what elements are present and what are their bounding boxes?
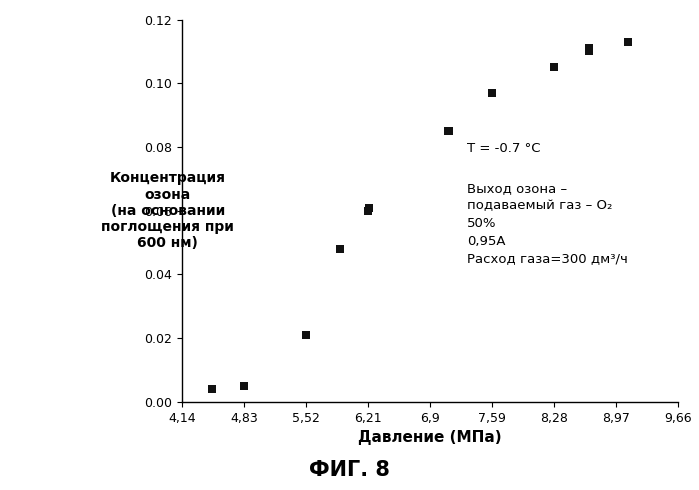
Point — [207, 385, 218, 393]
X-axis label: Давление (МПа): Давление (МПа) — [358, 430, 502, 445]
Point — [334, 245, 345, 253]
Point — [442, 127, 454, 135]
Text: T = -0.7 °C: T = -0.7 °C — [467, 142, 540, 155]
Point — [622, 38, 633, 46]
Text: ФИГ. 8: ФИГ. 8 — [309, 460, 390, 480]
Point — [548, 64, 559, 72]
Point — [583, 48, 594, 55]
Point — [363, 204, 375, 212]
Point — [487, 89, 498, 97]
Point — [584, 44, 595, 52]
Text: Выход озона –
подаваемый газ – О₂
50%
0,95А
Расход газа=300 дм³/ч: Выход озона – подаваемый газ – О₂ 50% 0,… — [467, 182, 628, 265]
Point — [444, 127, 455, 135]
Point — [238, 382, 250, 390]
Point — [301, 331, 312, 339]
Point — [301, 331, 312, 339]
Text: Концентрация
озона
(на основании
поглощения при
600 нм): Концентрация озона (на основании поглоще… — [101, 172, 234, 250]
Point — [362, 207, 373, 215]
